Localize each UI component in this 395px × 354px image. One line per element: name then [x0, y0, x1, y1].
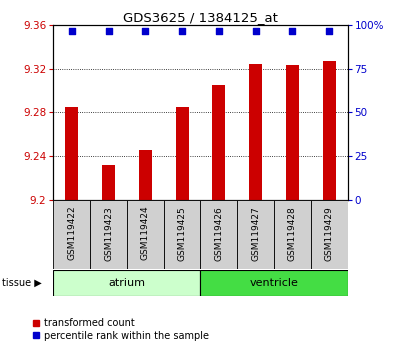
Bar: [176, 107, 188, 200]
Text: GSM119429: GSM119429: [325, 206, 334, 261]
Point: [289, 28, 295, 34]
Point: [252, 28, 259, 34]
Text: GSM119424: GSM119424: [141, 206, 150, 261]
Point: [142, 28, 149, 34]
Legend: transformed count, percentile rank within the sample: transformed count, percentile rank withi…: [32, 318, 209, 341]
Text: GSM119428: GSM119428: [288, 206, 297, 261]
Bar: [249, 64, 262, 200]
Point: [216, 28, 222, 34]
Text: atrium: atrium: [108, 278, 145, 288]
Bar: [286, 65, 299, 200]
Bar: [311, 200, 348, 269]
Bar: [65, 107, 78, 200]
Bar: [274, 200, 311, 269]
Text: tissue ▶: tissue ▶: [2, 278, 42, 288]
Text: GSM119422: GSM119422: [67, 206, 76, 261]
Bar: [53, 200, 90, 269]
Bar: [201, 200, 237, 269]
Bar: [102, 165, 115, 200]
Text: GSM119425: GSM119425: [178, 206, 186, 261]
Bar: [201, 270, 348, 296]
Bar: [213, 85, 225, 200]
Text: ventricle: ventricle: [250, 278, 299, 288]
Point: [179, 28, 185, 34]
Text: GSM119426: GSM119426: [214, 206, 223, 261]
Bar: [237, 200, 274, 269]
Text: GSM119423: GSM119423: [104, 206, 113, 261]
Point: [105, 28, 112, 34]
Point: [326, 28, 332, 34]
Bar: [164, 200, 201, 269]
Point: [69, 28, 75, 34]
Bar: [53, 270, 201, 296]
Bar: [127, 200, 164, 269]
Bar: [139, 150, 152, 200]
Text: GSM119427: GSM119427: [251, 206, 260, 261]
Bar: [323, 61, 336, 200]
Bar: [90, 200, 127, 269]
Title: GDS3625 / 1384125_at: GDS3625 / 1384125_at: [123, 11, 278, 24]
